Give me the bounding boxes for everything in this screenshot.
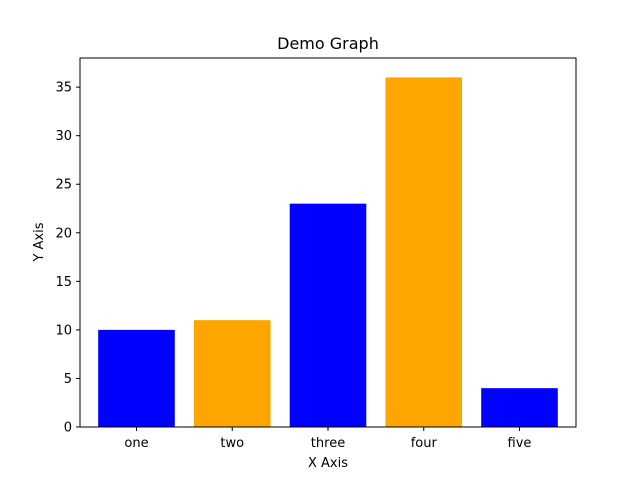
y-tick-label: 20: [55, 226, 72, 241]
x-tick-label: four: [411, 436, 438, 451]
y-tick-label: 35: [55, 81, 72, 96]
y-tick-label: 0: [64, 421, 72, 436]
x-ticks-group: one two three four five: [124, 427, 531, 451]
bar-one: [98, 329, 175, 427]
x-tick-label: five: [508, 436, 532, 451]
bar-four: [385, 77, 463, 427]
bar-five: [481, 388, 558, 427]
y-axis-label: Y Axis: [32, 222, 47, 262]
bar-two: [193, 320, 271, 427]
y-tick-label: 10: [55, 323, 72, 338]
x-tick-label: three: [311, 436, 345, 451]
chart-title: Demo Graph: [277, 34, 379, 53]
x-tick-label: one: [124, 436, 148, 451]
x-axis-label: X Axis: [308, 456, 348, 471]
y-tick-label: 30: [55, 129, 72, 144]
bars-group: [98, 77, 558, 427]
y-tick-label: 25: [55, 178, 72, 193]
plot-frame: [79, 57, 577, 428]
y-tick-label: 15: [55, 275, 72, 290]
y-ticks-group: 0 5 10 15 20 25 30 35: [55, 81, 80, 436]
bar-three: [289, 203, 367, 427]
y-tick-label: 5: [64, 372, 72, 387]
x-tick-label: two: [220, 436, 244, 451]
